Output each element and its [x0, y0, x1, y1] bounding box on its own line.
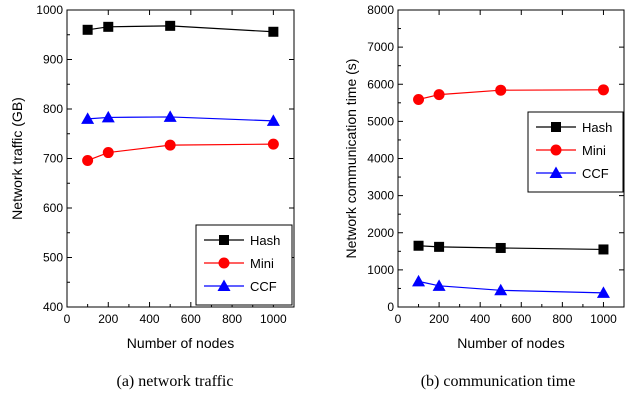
chart-caption: (a) network traffic — [117, 373, 234, 390]
legend-box — [195, 224, 293, 306]
y-axis-label: Network communication time (s) — [343, 59, 359, 259]
legend-marker — [219, 235, 229, 245]
series-ccf — [81, 110, 280, 126]
series-line — [87, 116, 274, 122]
chart-caption: (b) communication time — [421, 373, 576, 390]
data-point — [494, 283, 508, 296]
series-mini — [82, 138, 279, 166]
series-hash — [413, 240, 609, 255]
legend-label: CCF — [250, 279, 277, 294]
data-point — [495, 242, 506, 253]
legend-label: Hash — [250, 233, 280, 248]
series-line — [418, 89, 604, 101]
x-tick-label: 1000 — [590, 312, 617, 326]
data-point — [434, 241, 445, 252]
series-hash — [82, 20, 279, 37]
y-axis-label: Network traffic (GB) — [9, 97, 25, 220]
x-axis-label: Number of nodes — [457, 335, 564, 351]
legend-marker — [217, 279, 231, 291]
y-tick-label: 6000 — [367, 77, 394, 91]
data-point — [433, 89, 445, 101]
y-tick-label: 0 — [387, 300, 394, 314]
data-point — [598, 244, 609, 255]
y-tick-label: 600 — [43, 201, 63, 215]
legend-marker — [218, 257, 230, 269]
x-axis-label: Number of nodes — [127, 335, 234, 351]
data-point — [597, 84, 609, 96]
series-ccf — [412, 274, 610, 298]
data-point — [102, 147, 114, 159]
y-tick-label: 700 — [43, 152, 63, 166]
data-point — [596, 286, 610, 298]
data-point — [495, 84, 507, 96]
chart-panel-2: 0 200 400 600 800 1000 0 1000 2000 3000 4000 5000 60… — [343, 3, 625, 390]
x-tick-label: 400 — [140, 312, 160, 326]
legend-marker — [551, 122, 561, 132]
y-tick-label: 500 — [43, 251, 63, 265]
x-tick-label: 1000 — [260, 312, 287, 326]
series-line — [87, 143, 274, 162]
y-tick-label: 8000 — [367, 3, 394, 17]
legend-box — [527, 111, 624, 193]
data-point — [101, 110, 115, 123]
data-point — [164, 139, 176, 151]
series-line — [418, 280, 604, 294]
x-tick-label: 600 — [181, 312, 201, 326]
data-point — [412, 274, 426, 287]
series-mini — [413, 84, 609, 105]
data-point — [165, 20, 176, 31]
data-point — [267, 138, 279, 150]
legend-label: CCF — [582, 166, 609, 181]
data-point — [432, 279, 446, 291]
x-tick-label: 0 — [64, 312, 71, 326]
data-point — [103, 21, 114, 32]
y-tick-label: 900 — [43, 53, 63, 67]
y-tick-label: 1000 — [36, 3, 63, 17]
y-tick-label: 4000 — [367, 152, 394, 166]
data-point — [82, 24, 93, 35]
x-tick-label: 400 — [470, 312, 490, 326]
data-point — [266, 114, 280, 126]
y-tick-label: 5000 — [367, 114, 394, 128]
series-line — [87, 25, 274, 33]
legend: Hash Mini CCF — [527, 111, 624, 193]
series-line — [418, 245, 604, 251]
data-point — [413, 93, 425, 105]
x-tick-label: 200 — [429, 312, 449, 326]
chart-panel-1: 0 200 400 600 800 1000 400 500 600 700 800 900 1000 N… — [9, 3, 295, 390]
x-tick-label: 0 — [395, 312, 402, 326]
legend-label: Mini — [582, 143, 606, 158]
data-point — [163, 110, 177, 122]
data-point — [413, 240, 424, 251]
legend-marker — [549, 166, 563, 178]
legend-label: Mini — [250, 256, 274, 271]
x-tick-label: 800 — [222, 312, 242, 326]
data-point — [81, 112, 95, 124]
y-tick-label: 7000 — [367, 40, 394, 54]
legend: Hash Mini CCF — [195, 224, 293, 306]
y-tick-label: 400 — [43, 300, 63, 314]
data-point — [268, 26, 279, 37]
x-tick-label: 600 — [511, 312, 531, 326]
y-tick-label: 800 — [43, 102, 63, 116]
x-tick-label: 200 — [98, 312, 118, 326]
data-point — [82, 154, 94, 166]
y-tick-label: 1000 — [367, 263, 394, 277]
legend-marker — [550, 144, 562, 156]
legend-label: Hash — [582, 120, 612, 135]
y-tick-label: 2000 — [367, 226, 394, 240]
y-tick-label: 3000 — [367, 189, 394, 203]
x-tick-label: 800 — [552, 312, 572, 326]
